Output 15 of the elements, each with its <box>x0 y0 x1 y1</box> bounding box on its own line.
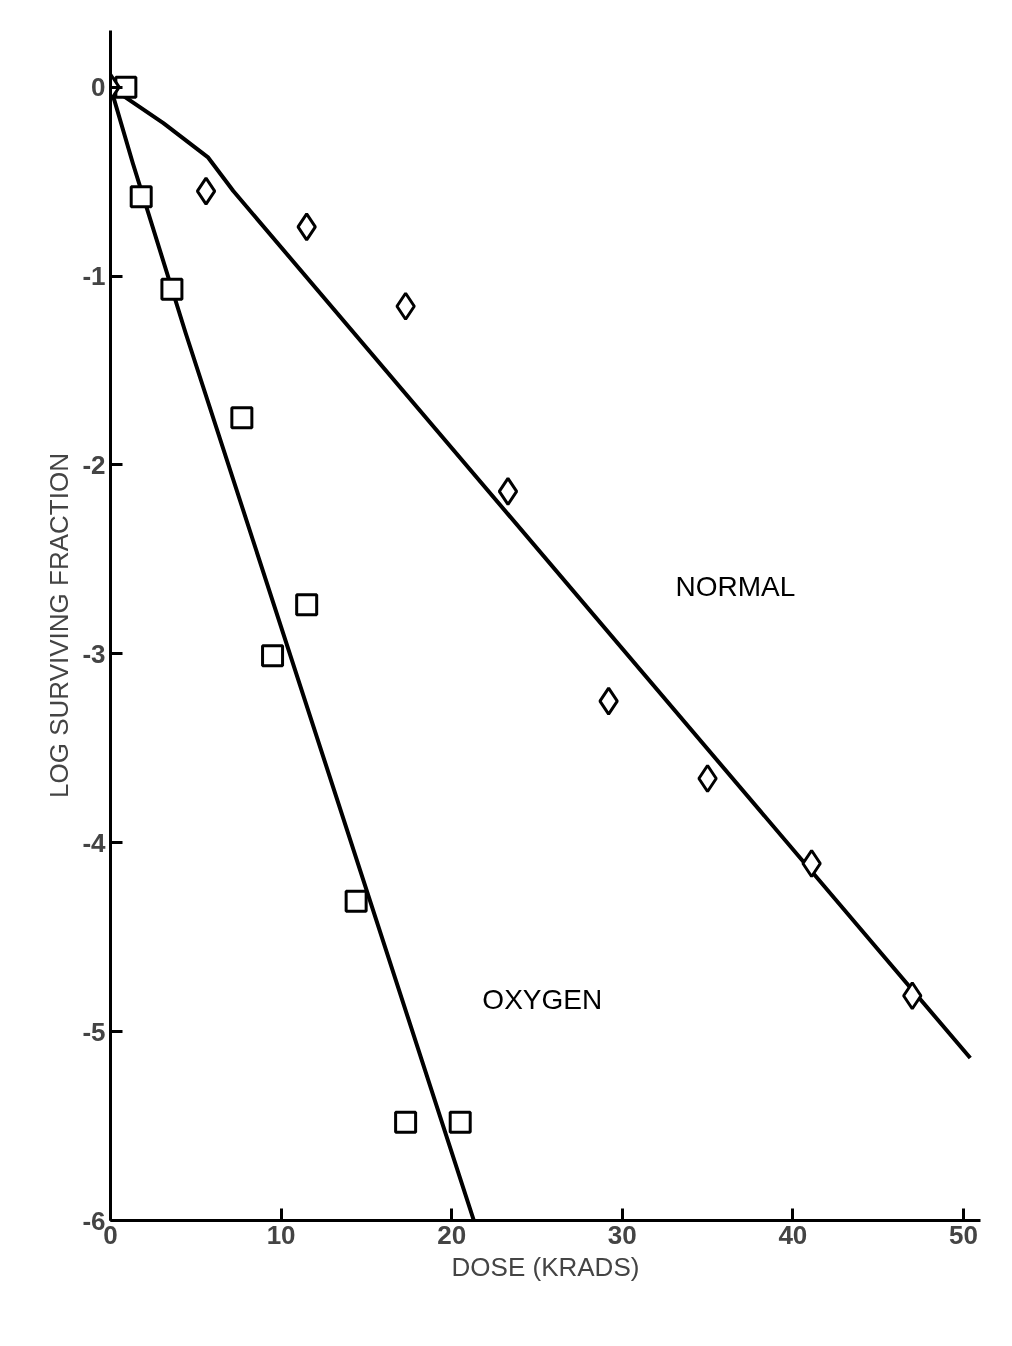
y-tick-label: -2 <box>82 449 106 480</box>
y-tick-label: 0 <box>91 72 106 103</box>
x-tick-label: 50 <box>948 1219 978 1250</box>
y-tick-label: -4 <box>82 827 107 858</box>
x-tick-label: 40 <box>778 1219 808 1250</box>
y-axis-title: LOG SURVIVING FRACTION <box>44 453 75 798</box>
x-tick-label: 20 <box>437 1219 467 1250</box>
text: OXYGEN <box>482 983 603 1015</box>
y-tick-label: -5 <box>82 1016 106 1047</box>
x-tick-label: 30 <box>607 1219 637 1250</box>
x-tick-label: 10 <box>266 1219 296 1250</box>
y-tick-label: -1 <box>82 261 106 292</box>
x-axis-title: DOSE (KRADS) <box>451 1251 640 1282</box>
text: NORMAL <box>675 570 796 602</box>
y-tick-label: -3 <box>82 638 106 669</box>
